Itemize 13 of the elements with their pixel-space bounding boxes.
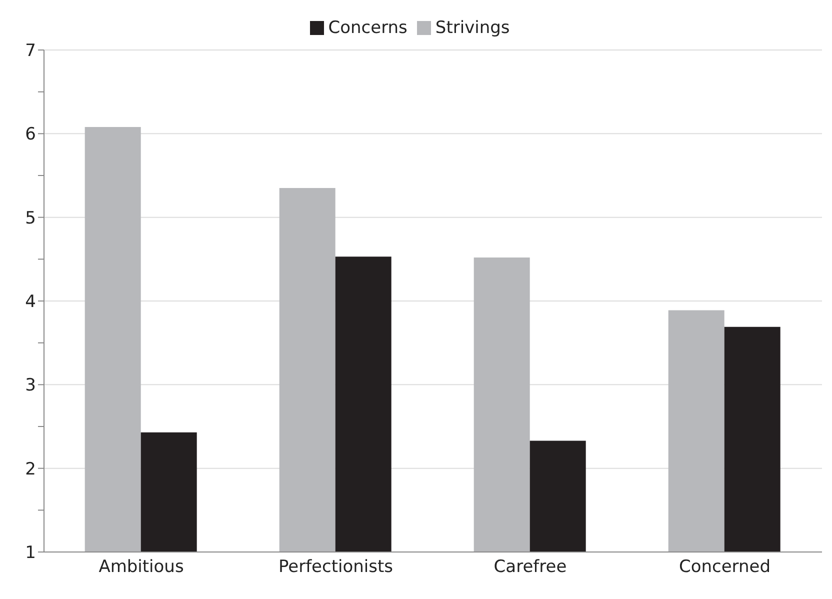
x-tick-label: Carefree [494,557,567,578]
x-tick-label: Concerned [678,557,771,578]
y-tick-label: 7 [25,41,36,62]
y-tick-label: 3 [25,376,36,396]
y-tick-label: 4 [25,292,36,312]
legend-label: Strivings [435,18,510,38]
legend-label: Concerns [328,18,408,38]
y-tick-label: 2 [25,459,36,480]
y-tick-label: 1 [25,543,36,564]
y-tick-label: 6 [25,124,36,145]
x-tick-label: Perfectionists [278,557,394,578]
x-tick-label: Ambitious [98,557,184,578]
y-tick-label: 5 [25,208,36,228]
